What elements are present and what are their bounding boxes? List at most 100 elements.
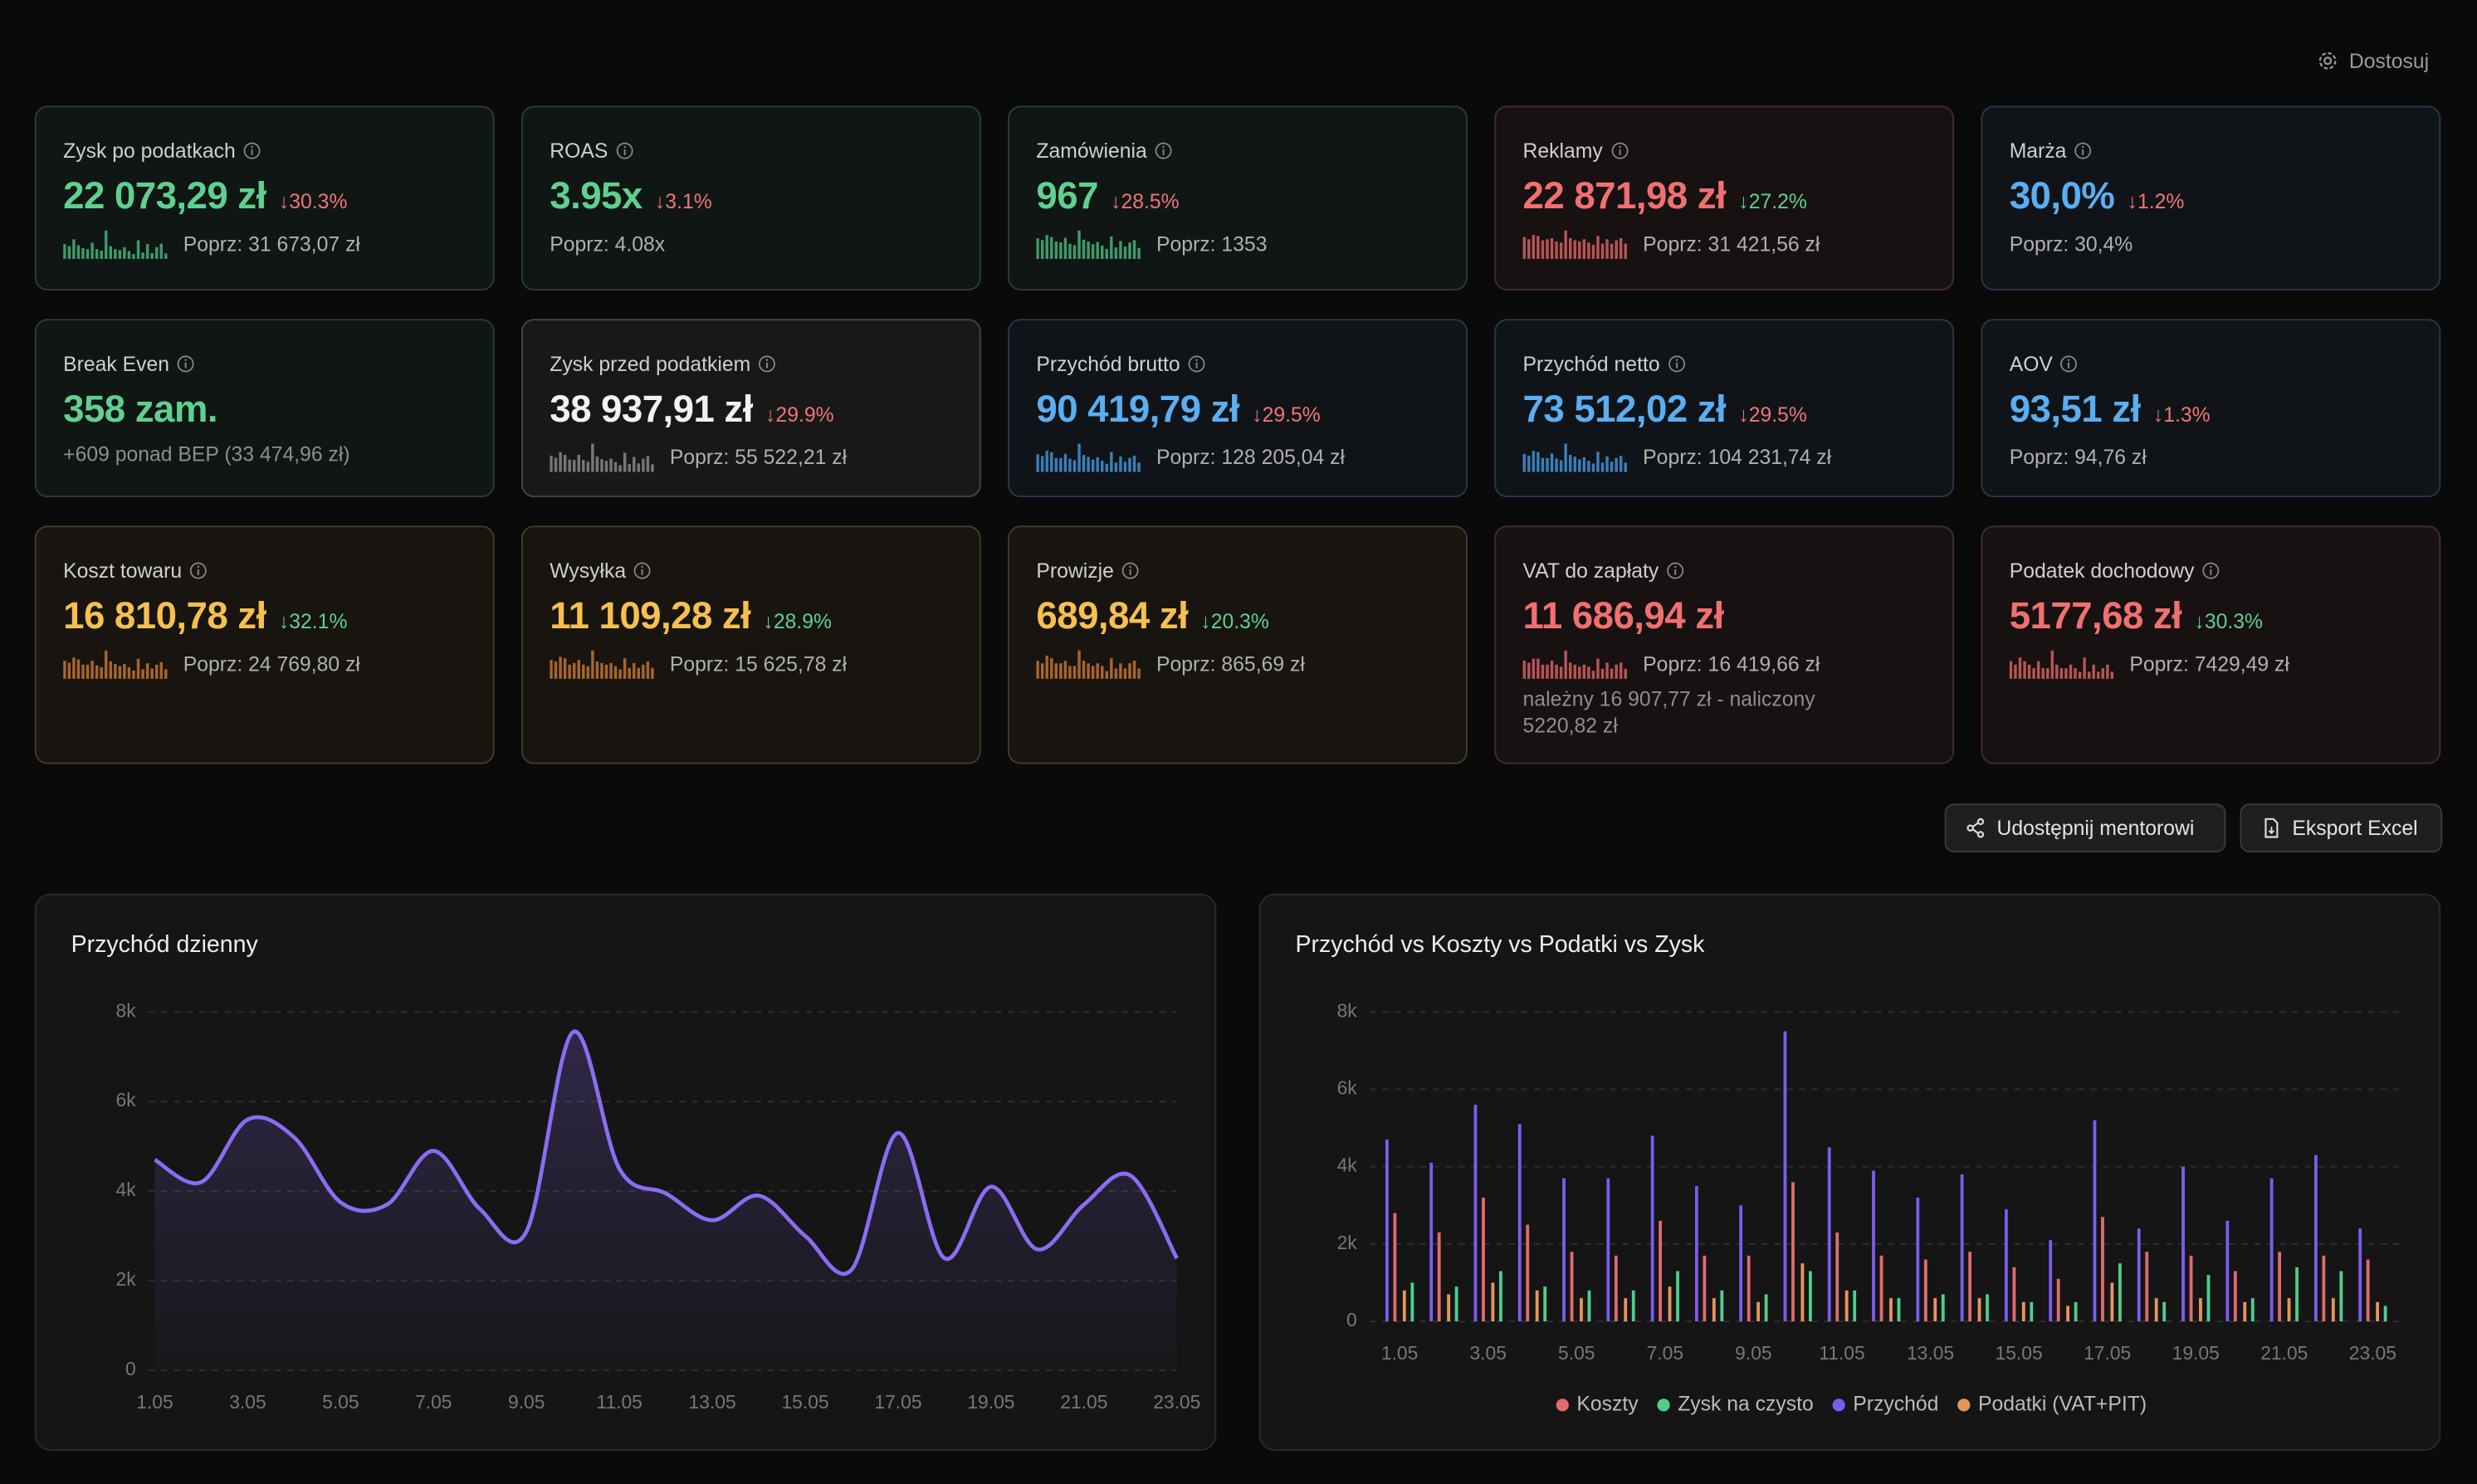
spark-bar (1600, 462, 1605, 472)
spark-bar (618, 465, 622, 472)
kpi-label-row: Zysk po podatkach (63, 136, 466, 164)
bar (1429, 1163, 1434, 1322)
spark-bar (2064, 668, 2068, 679)
kpi-value-row: 3.95x ↓3.1% (550, 172, 952, 222)
spark-bar (100, 666, 103, 679)
kpi-card: ROAS 3.95x ↓3.1% Poprz: 4.08x (521, 105, 981, 290)
bar (1941, 1294, 1945, 1322)
spark-bar (1105, 248, 1108, 259)
kpi-prev-row: Poprz: 31 421,56 zł (1522, 226, 1926, 261)
sparkline (1522, 650, 1627, 679)
bar (2154, 1298, 2158, 1322)
kpi-prev: Poprz: 24 769,80 zł (183, 651, 360, 676)
info-icon (1610, 141, 1628, 159)
kpi-card: Reklamy 22 871,98 zł ↓27.2% Poprz: 31 421,5… (1494, 105, 1955, 290)
file-icon (2264, 818, 2279, 838)
kpi-grid: Zysk po podatkach 22 073,29 zł ↓30.3% Poprz… (34, 105, 2441, 764)
share-icon (1966, 818, 1985, 838)
kpi-prev: Poprz: 31 673,07 zł (183, 231, 360, 256)
spark-bar (1573, 664, 1576, 679)
y-tick-label: 2k (1337, 1232, 1358, 1253)
spark-bar (1559, 666, 1563, 679)
spark-bar (613, 461, 618, 472)
kpi-label-row: Zamówienia (1036, 136, 1439, 164)
kpi-label-row: VAT do zapłaty (1523, 556, 1926, 584)
kpi-label: Przychód netto (1522, 351, 1660, 375)
chart: Przychód vs Koszty vs Podatki vs Zysk 0 2k… (1296, 931, 2400, 1415)
spark-bar (1568, 455, 1572, 472)
spark-bar (2032, 668, 2035, 679)
kpi-change: ↓3.1% (654, 189, 712, 213)
spark-bar (132, 254, 135, 259)
spark-bar (1087, 241, 1090, 259)
spark-bar (2074, 668, 2077, 679)
spark-bar (132, 670, 135, 679)
info-icon (2061, 354, 2078, 372)
info-circle (1121, 561, 1139, 578)
kpi-value: 967 (1036, 175, 1098, 218)
spark-bar (2092, 664, 2095, 679)
legend-marker (1957, 1399, 1971, 1412)
kpi-change: ↓20.3% (1200, 609, 1269, 633)
bar (1791, 1182, 1795, 1322)
bar (1747, 1255, 1751, 1322)
kpi-label: Break Even (63, 351, 170, 375)
spark-bar (1110, 658, 1113, 679)
spark-bar (1054, 663, 1058, 679)
kpi-note: +609 ponad BEP (33 474,96 zł) (63, 442, 350, 466)
spark-bar (1101, 666, 1104, 679)
spark-bar (100, 250, 103, 259)
kpi-change: ↓29.5% (1738, 403, 1807, 427)
share-button[interactable]: Udostępnij mentorowi (1944, 803, 2226, 853)
bar (1580, 1298, 1583, 1322)
spark-bar (1040, 456, 1044, 472)
kpi-card: Podatek dochodowy 5177,68 zł ↓30.3% Poprz: … (1981, 525, 2441, 764)
spark-bar (1537, 236, 1540, 259)
kpi-label: Reklamy (1522, 138, 1603, 162)
chart-panel: Przychód dzienny 0 2k 4k 6k 8k 1.05 3.05 5.05 7.0… (34, 893, 1217, 1452)
export-button[interactable]: Eksport Excel (2240, 803, 2443, 853)
spark-bar (633, 662, 636, 679)
spark-bar (1077, 443, 1081, 472)
kpi-card: Koszt towaru 16 810,78 zł ↓32.1% Poprz: 24 … (34, 525, 495, 764)
chart-panel: Przychód vs Koszty vs Podatki vs Zysk 0 2k… (1258, 893, 2441, 1452)
bar (2313, 1154, 2318, 1322)
kpi-card: Prowizje 689,84 zł ↓20.3% Poprz: 865,69 zł (1008, 525, 1468, 764)
info-circle (1667, 561, 1684, 578)
spark-bar (127, 251, 131, 259)
spark-bar (2059, 668, 2064, 679)
spark-bar (2041, 668, 2045, 679)
spark-bar (1110, 452, 1113, 472)
kpi-prev-row: Poprz: 15 625,78 zł (550, 646, 952, 681)
kpi-prev-row: Poprz: 104 231,74 zł (1522, 439, 1926, 474)
bar (2093, 1120, 2097, 1322)
x-tick-label: 3.05 (1469, 1342, 1506, 1364)
bar (1694, 1185, 1698, 1322)
kpi-prev-row: Poprz: 865,69 zł (1036, 646, 1439, 681)
bar (2074, 1301, 2078, 1322)
spark-bar (1068, 243, 1072, 259)
chart-title: Przychód vs Koszty vs Podatki vs Zysk (1296, 931, 1706, 958)
spark-bar (1582, 239, 1586, 259)
kpi-label-row: Zysk przed podatkiem (550, 349, 952, 377)
bar (1587, 1290, 1591, 1322)
spark-bar (2050, 650, 2054, 679)
spark-bar (1550, 453, 1554, 472)
spark-bar (2087, 671, 2091, 679)
spark-bar (1059, 663, 1063, 679)
info-circle (243, 141, 261, 159)
spark-bar (63, 661, 66, 679)
kpi-value-row: 73 512,02 zł ↓29.5% (1523, 385, 1926, 436)
spark-bar (76, 245, 81, 259)
bar (1712, 1298, 1716, 1322)
customize-button[interactable]: Dostosuj (2299, 37, 2448, 85)
info-icon (178, 354, 194, 372)
spark-bar (1128, 242, 1131, 259)
bar (2145, 1252, 2149, 1322)
spark-bar (1596, 452, 1600, 472)
bar (1410, 1282, 1414, 1322)
spark-bar (1532, 451, 1536, 472)
spark-bar (1054, 241, 1058, 259)
spark-bar (1096, 456, 1099, 472)
spark-bar (136, 240, 140, 259)
